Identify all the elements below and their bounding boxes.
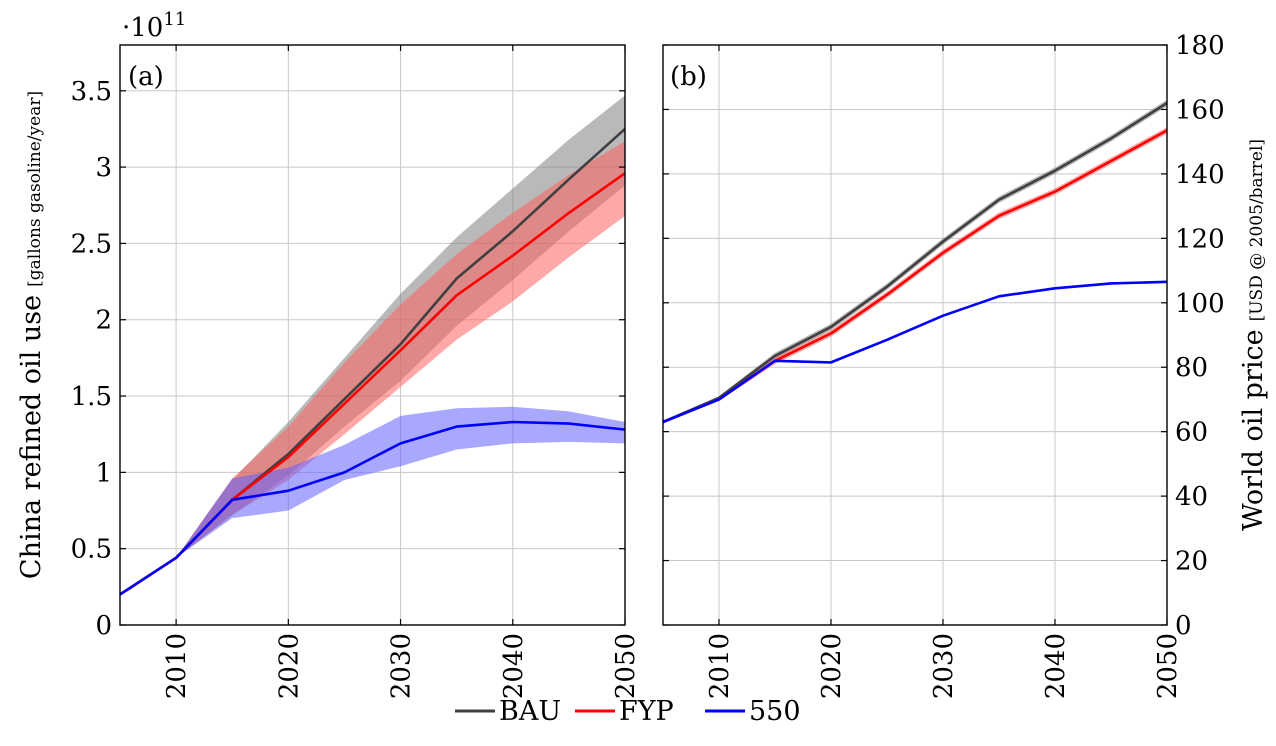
panel-a-line-550 bbox=[119, 420, 626, 596]
legend: BAU FYP 550 bbox=[455, 696, 801, 727]
panel-b-lines bbox=[662, 101, 1168, 424]
legend-label-bau: BAU bbox=[499, 696, 561, 727]
panel-b-y-tick-label: 180 bbox=[1175, 31, 1225, 61]
panel-a-band-fyp bbox=[120, 141, 625, 595]
panel-b-y-tick-label: 140 bbox=[1175, 160, 1225, 190]
panel-b-x-tick-label: 2050 bbox=[1153, 633, 1183, 699]
panel-a-x-tick-label: 2020 bbox=[274, 633, 304, 699]
panel-b-ticks: 2010 2020 2030 2040 205002040608010012014016… bbox=[663, 31, 1225, 699]
panel-b-y-tick-label: 60 bbox=[1175, 418, 1208, 448]
panel-b-y-tick-label: 20 bbox=[1175, 547, 1208, 577]
panel-b-y-tick-label: 100 bbox=[1175, 289, 1225, 319]
panel-a-bands bbox=[120, 95, 625, 595]
panel-b-grid bbox=[663, 44, 1168, 626]
panel-b-label: (b) bbox=[670, 62, 707, 92]
panel-a-y-multiplier-exp: 11 bbox=[163, 9, 186, 30]
panel-a-band-550 bbox=[120, 406, 625, 595]
panel-a-y-axis-title: China refined oil use bbox=[16, 295, 47, 579]
panel-a-label: (a) bbox=[128, 62, 164, 92]
panel-a-x-tick-label: 2030 bbox=[387, 633, 417, 699]
panel-b-band-550 bbox=[663, 280, 1167, 422]
panel-a: 2010 2020 2030 2040 2050 0 0.5 1 1.5 2 2.5 3 3.5 (a)… bbox=[16, 9, 641, 699]
panel-a-x-tick-label: 2010 bbox=[162, 633, 192, 699]
panel-b-x-tick-label: 2010 bbox=[705, 633, 735, 699]
panel-a-y-tick-label: 3 bbox=[95, 153, 112, 183]
panel-b-line-550 bbox=[662, 280, 1168, 424]
panel-b-y-tick-label: 40 bbox=[1175, 482, 1208, 512]
panel-b: 2010 2020 2030 2040 205002040608010012014016… bbox=[662, 31, 1269, 699]
panel-b-frame bbox=[662, 44, 1168, 626]
panel-a-y-tick-label: 2.5 bbox=[71, 229, 112, 259]
panel-a-y-multiplier: ·1011 bbox=[122, 9, 186, 43]
panel-b-bands bbox=[663, 99, 1167, 423]
panel-b-x-tick-label: 2040 bbox=[1041, 633, 1071, 699]
panel-a-y-tick-label: 3.5 bbox=[71, 77, 112, 107]
panel-b-y-tick-label: 160 bbox=[1175, 95, 1225, 125]
panel-a-y-axis-unit: [gallons gasoline/year] bbox=[25, 91, 45, 287]
panel-b-line-bau bbox=[662, 101, 1168, 424]
legend-label-fyp: FYP bbox=[619, 696, 674, 727]
panel-b-band-bau bbox=[663, 99, 1167, 422]
panel-b-y-axis-label: World oil price [USD @ 2005/barrel] bbox=[1238, 139, 1269, 531]
panel-b-y-tick-label: 120 bbox=[1175, 224, 1225, 254]
panel-b-x-tick-label: 2030 bbox=[929, 633, 959, 699]
panel-a-frame bbox=[119, 44, 626, 626]
panel-b-x-tick-label: 2020 bbox=[817, 633, 847, 699]
panel-a-x-tick-label: 2040 bbox=[499, 633, 529, 699]
panel-a-y-multiplier-base: ·10 bbox=[122, 13, 163, 43]
panel-a-y-tick-label: 2 bbox=[95, 306, 112, 336]
panel-b-y-tick-label: 80 bbox=[1175, 353, 1208, 383]
panel-b-y-tick-label: 0 bbox=[1175, 611, 1192, 641]
legend-label-550: 550 bbox=[749, 696, 801, 727]
panel-a-y-tick-label: 1 bbox=[95, 458, 112, 488]
panel-a-lines bbox=[119, 127, 626, 596]
panel-a-y-tick-label: 0 bbox=[95, 611, 112, 641]
panel-b-y-axis-unit: [USD @ 2005/barrel] bbox=[1247, 139, 1267, 321]
panel-a-y-tick-label: 1.5 bbox=[71, 382, 112, 412]
panel-a-y-tick-label: 0.5 bbox=[71, 535, 112, 565]
panel-a-ticks: 2010 2020 2030 2040 2050 0 0.5 1 1.5 2 2.5 3 3.5 bbox=[71, 45, 641, 699]
panel-a-x-tick-label: 2050 bbox=[611, 633, 641, 699]
panel-a-y-axis-label: China refined oil use [gallons gasoline/y… bbox=[16, 91, 47, 579]
panel-b-y-axis-title: World oil price bbox=[1238, 329, 1269, 531]
